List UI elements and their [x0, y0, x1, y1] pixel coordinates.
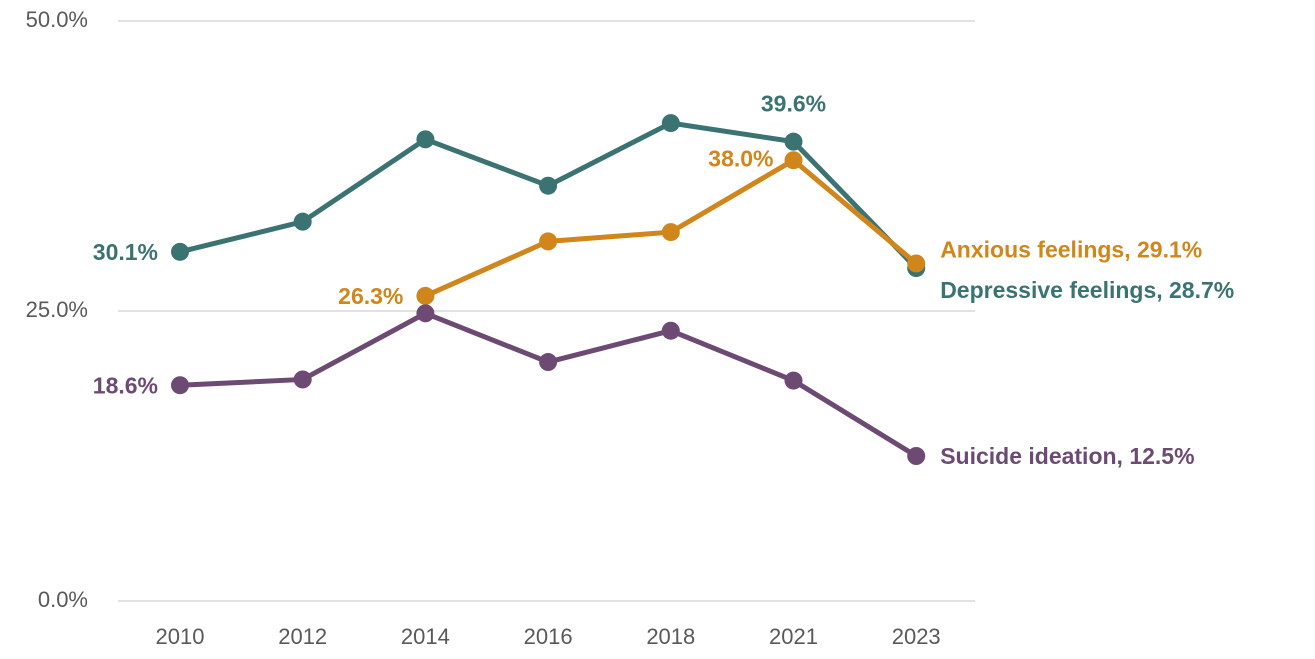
data-point — [661, 223, 680, 242]
data-point — [416, 130, 435, 149]
y-tick-label: 25.0% — [26, 297, 88, 322]
data-point — [171, 242, 189, 261]
data-point — [907, 254, 926, 273]
x-tick-label: 2014 — [401, 624, 450, 649]
data-point — [416, 304, 435, 323]
data-label: 18.6% — [93, 372, 158, 398]
data-label: 30.1% — [93, 239, 158, 265]
data-point — [784, 132, 803, 151]
x-tick-label: 2021 — [769, 624, 818, 649]
data-point — [661, 321, 680, 340]
data-point — [293, 370, 312, 389]
series-line — [179, 310, 918, 459]
data-point — [293, 212, 312, 231]
data-point — [539, 176, 558, 195]
data-point — [539, 232, 558, 251]
data-label: Suicide ideation, 12.5% — [940, 443, 1194, 469]
x-tick-label: 2010 — [156, 624, 205, 649]
x-tick-label: 2012 — [278, 624, 327, 649]
x-tick-label: 2018 — [646, 624, 695, 649]
data-label: 26.3% — [338, 283, 403, 309]
data-point — [171, 376, 189, 395]
y-tick-label: 0.0% — [38, 587, 88, 612]
x-tick-label: 2023 — [892, 624, 941, 649]
data-label: Anxious feelings, 29.1% — [940, 237, 1202, 263]
x-tick-label: 2016 — [524, 624, 573, 649]
data-point — [661, 114, 680, 133]
data-label: 38.0% — [708, 145, 773, 171]
data-point — [539, 353, 558, 372]
data-label: 39.6% — [761, 91, 826, 117]
data-point — [416, 286, 435, 305]
data-label: Depressive feelings, 28.7% — [940, 277, 1234, 303]
y-tick-label: 50.0% — [26, 7, 88, 32]
data-point — [784, 151, 803, 170]
data-point — [907, 447, 926, 465]
data-point — [784, 371, 803, 390]
